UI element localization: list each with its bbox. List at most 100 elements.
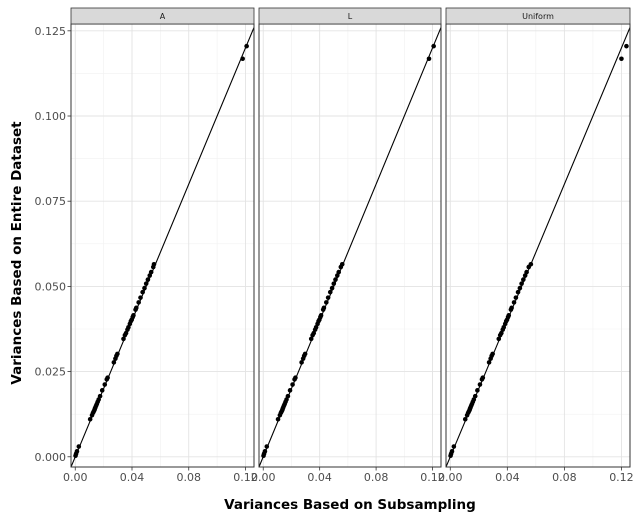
data-point [111,360,117,365]
data-point [262,449,268,454]
facet-strip-label: Uniform [522,12,554,21]
panel-l: L 0.00 0.04 0.08 0.12 [251,7,445,484]
y-axis-title: Variances Based on Entire Dataset [9,121,25,385]
facet-strip-label: A [160,12,166,21]
data-point [333,277,338,282]
data-point [105,375,110,381]
y-tick-label: 0.025 [35,366,67,379]
x-tick-label: 0.04 [120,471,145,484]
data-point [264,444,270,449]
y-axis: 0.000 0.025 0.050 0.075 0.100 0.125 [35,25,71,464]
data-point [102,382,108,387]
data-point [480,375,486,381]
data-point [509,305,514,311]
data-point [308,336,314,342]
points-a [73,43,249,459]
data-point [490,351,495,357]
data-point [513,295,519,300]
data-point [142,285,147,291]
x-tick-label: 0.00 [63,471,88,484]
data-point [506,313,512,318]
facet-strip [258,7,442,25]
data-point [336,269,342,275]
y-tick-label: 0.125 [35,25,67,38]
data-point [138,295,143,300]
x-tick-label: 0.08 [552,471,577,484]
data-point [99,388,105,393]
data-point [290,382,295,387]
data-point [619,56,624,62]
data-point [449,449,455,454]
data-point [472,393,478,399]
data-point [131,313,136,318]
data-point [287,388,293,393]
data-point [426,56,432,62]
data-point [121,336,126,342]
data-point [244,43,249,49]
data-point [76,444,82,449]
data-point [318,313,324,318]
data-point [329,285,335,291]
data-point [321,305,327,311]
points-l [261,43,436,459]
data-point [299,360,304,365]
x-axis-title: Variances Based on Subsampling [224,497,476,513]
data-point [511,300,517,305]
x-tick-label: 0.12 [609,471,634,484]
x-tick-label: 0.04 [307,471,332,484]
data-point [115,351,120,357]
panels-layer: A 0.00 0.04 0.08 0.12 L 0.00 0.04 0.08 0.12 Unifor… [63,7,634,484]
data-point [323,300,329,305]
facet-strip [445,7,631,25]
x-tick-label: 0.08 [176,471,201,484]
data-point [462,416,468,422]
data-point [133,305,139,311]
y-tick-label: 0.000 [35,451,67,464]
data-point [521,277,526,282]
data-point [496,336,502,342]
data-point [293,375,298,381]
y-tick-label: 0.050 [35,280,67,293]
data-point [327,289,333,295]
data-point [524,269,529,275]
panel-a: A 0.00 0.04 0.08 0.12 [63,7,258,484]
data-point [431,43,436,49]
data-point [486,360,492,365]
data-point [475,388,480,393]
data-point [285,393,291,399]
data-point [528,261,534,267]
data-point [302,351,308,357]
y-tick-label: 0.100 [35,110,67,123]
data-point [140,289,145,295]
data-point [275,416,281,422]
reference-line [71,27,254,467]
data-point [136,300,141,305]
reference-line [259,27,441,467]
data-point [339,261,345,267]
data-point [74,449,80,454]
data-point [143,281,149,286]
x-tick-label: 0.04 [495,471,520,484]
x-tick-label: 0.00 [251,471,276,484]
data-point [517,285,523,291]
reference-line [446,27,630,467]
facet-strip-label: L [348,12,353,21]
data-point [240,56,245,62]
data-point [477,382,483,387]
points-uniform [448,43,629,459]
x-tick-label: 0.00 [438,471,463,484]
facet-strip [70,7,255,25]
x-tick-label: 0.12 [233,471,258,484]
x-tick-label: 0.12 [420,471,445,484]
data-point [148,269,154,275]
data-point [151,261,157,267]
data-point [87,416,93,422]
y-tick-label: 0.075 [35,195,67,208]
data-point [519,281,524,286]
data-point [325,295,331,300]
data-point [624,43,629,49]
x-tick-label: 0.08 [364,471,389,484]
data-point [331,281,337,286]
